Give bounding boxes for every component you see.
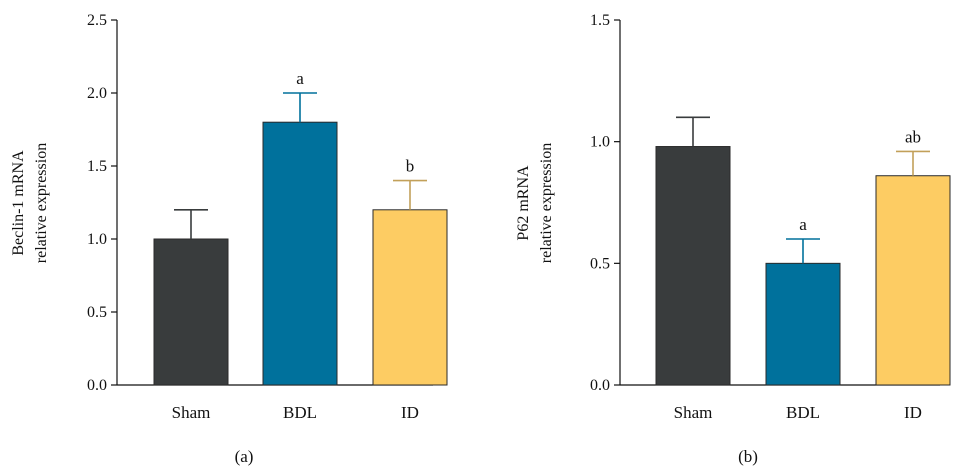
chart-a-category-label: ID <box>401 403 419 422</box>
chart-b-significance-label: a <box>799 215 807 234</box>
chart-a-significance-label: b <box>406 157 415 176</box>
chart-a-bars <box>153 121 448 386</box>
chart-b-bar-sham <box>655 146 731 386</box>
chart-a-bar-id <box>372 209 448 386</box>
chart-b-category-label: ID <box>904 403 922 422</box>
chart-b-y-tick-label: 1.0 <box>590 134 610 151</box>
chart-a-panel-label: (a) <box>235 447 254 466</box>
chart-a-y-tick-label: 0.0 <box>87 377 107 394</box>
chart-b-y-tick-label: 0.5 <box>590 255 610 272</box>
chart-a-error-bar-sham <box>174 209 208 239</box>
chart-b-significance-label: ab <box>905 127 921 146</box>
chart-b-bar-bdl <box>765 262 841 386</box>
chart-a-bar-bdl <box>262 121 338 386</box>
chart-a-category-label: Sham <box>172 403 211 422</box>
chart-a-y-tick-label: 2.5 <box>87 12 107 29</box>
chart-b-significance-labels: a ab <box>799 127 921 234</box>
chart-a-error-bars <box>174 92 427 239</box>
chart-a-y-tick-label: 1.5 <box>87 158 107 175</box>
chart-b-error-bar-id <box>896 150 930 176</box>
chart-b-error-bar-bdl <box>786 238 820 264</box>
chart-b-bar-id <box>875 175 951 386</box>
chart-b-bars <box>655 146 951 386</box>
chart-a-y-tick-label: 1.0 <box>87 231 107 248</box>
chart-b-y-tick-label: 1.5 <box>590 12 610 29</box>
chart-b-category-label: Sham <box>674 403 713 422</box>
chart-a-bar-sham <box>153 238 229 386</box>
chart-b-y-label-line1: P62 mRNA <box>515 165 532 241</box>
chart-b-panel-label: (b) <box>738 447 758 466</box>
chart-a-significance-label: a <box>296 69 304 88</box>
chart-b-error-bar-sham <box>676 116 710 147</box>
chart-a-y-tick-label: 0.5 <box>87 304 107 321</box>
chart-b-category-label: BDL <box>786 403 820 422</box>
chart-b-y-label-line2: relative expression <box>538 143 555 263</box>
chart-a-y-ticks: 0.0 0.5 1.0 1.5 2.0 2.5 <box>87 12 117 394</box>
chart-b-error-bars <box>676 116 930 264</box>
chart-a-error-bar-id <box>393 179 427 210</box>
chart-b-category-labels: Sham BDL ID <box>674 403 922 422</box>
chart-b-y-tick-label: 0.0 <box>590 377 610 394</box>
chart-a-category-labels: Sham BDL ID <box>172 403 419 422</box>
chart-a-error-bar-bdl <box>283 92 317 123</box>
chart-a-category-label: BDL <box>283 403 317 422</box>
chart-a-significance-labels: ab <box>296 69 414 176</box>
chart-a-y-label-line1: Beclin-1 mRNA <box>10 150 27 256</box>
chart-b-y-ticks: 0.0 0.5 1.0 1.5 <box>590 12 620 394</box>
chart-a-y-tick-label: 2.0 <box>87 85 107 102</box>
chart-a-y-label-line2: relative expression <box>33 143 50 263</box>
